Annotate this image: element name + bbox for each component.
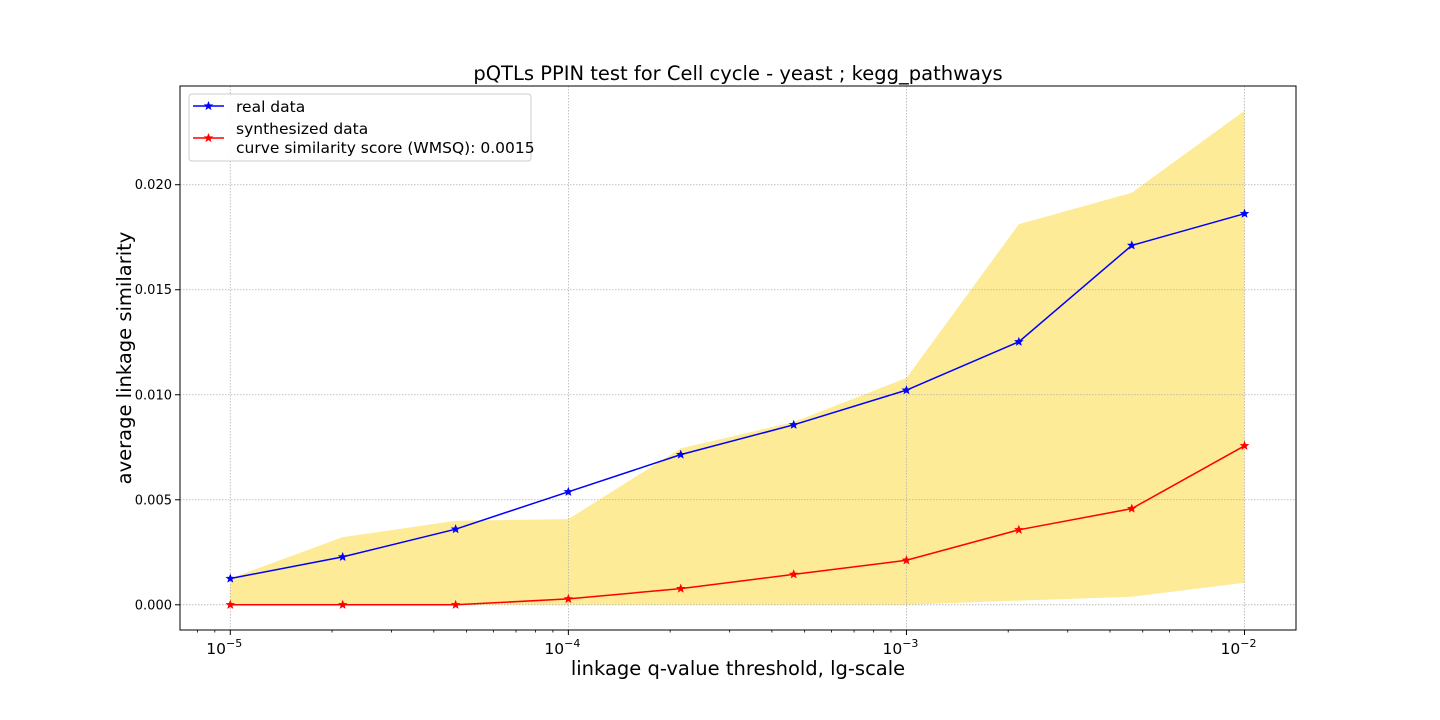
series-1-point xyxy=(337,599,348,609)
series-0-point xyxy=(563,486,574,496)
legend-box xyxy=(188,93,532,162)
series-0-point xyxy=(1014,336,1024,346)
x-tick-label: 10−2 xyxy=(1221,637,1257,658)
y-tick-label: 0.005 xyxy=(135,493,172,508)
series-0-point xyxy=(337,551,348,561)
legend-label-synth: synthesized data xyxy=(236,120,368,138)
legend-marker-1 xyxy=(203,132,214,143)
series-0-point xyxy=(788,419,799,429)
series-line-1 xyxy=(230,445,1245,606)
series-1-point xyxy=(788,569,799,579)
series-1-point xyxy=(450,599,461,609)
plot-area: 0.000 0.005 0.010 0.015 0.020 10−5 10−4 10−3 10−… xyxy=(135,85,1297,658)
legend-label-real: real data xyxy=(236,98,305,116)
series-1-point xyxy=(1239,440,1250,450)
series-line-0 xyxy=(230,212,1245,580)
x-axis-label: linkage q-value threshold, lg-scale xyxy=(571,657,905,680)
series-0-point xyxy=(225,573,236,583)
series-1-point xyxy=(1126,503,1137,513)
series-1-point xyxy=(901,555,912,565)
series-0-point xyxy=(675,449,686,459)
series-0-point xyxy=(450,524,461,534)
legend-label-synth-score: curve similarity score (WMSQ): 0.0015 xyxy=(236,139,535,157)
chart-title: pQTLs PPIN test for Cell cycle - yeast ;… xyxy=(473,62,1002,85)
series-0-point xyxy=(1126,240,1137,250)
y-tick-label: 0.000 xyxy=(135,598,172,613)
series-0-point xyxy=(901,385,912,395)
series-0-point xyxy=(1239,208,1250,218)
y-axis-label: average linkage similarity xyxy=(113,232,136,485)
confidence-band xyxy=(230,110,1245,605)
series-1-point xyxy=(675,583,686,593)
x-tick-label: 10−3 xyxy=(882,637,918,658)
series-1-point xyxy=(1014,524,1024,534)
series-1-point xyxy=(225,599,236,609)
x-tick-label: 10−5 xyxy=(206,637,242,658)
legend-marker-0 xyxy=(203,100,214,111)
y-tick-label: 0.015 xyxy=(135,283,172,298)
y-tick-label: 0.010 xyxy=(135,388,172,403)
series-1-point xyxy=(563,593,574,603)
y-tick-label: 0.020 xyxy=(135,178,172,193)
axes-frame xyxy=(179,85,1297,631)
x-tick-label: 10−4 xyxy=(544,637,580,658)
